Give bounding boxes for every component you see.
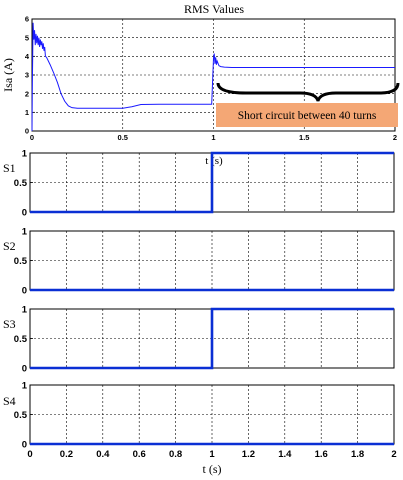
panel-s4: 0 0.5 1 0 0.2 0.4 0.6 0.8 1 1.2 1.4 1.6 1.8 2 S4 t (s… <box>3 380 397 476</box>
annotation-text: Short circuit between 40 turns <box>238 110 377 122</box>
xtick-label: 0.2 <box>60 449 73 460</box>
ytick-label: 0 <box>25 127 29 136</box>
ytick-label: 1 <box>22 226 28 237</box>
ytick-label: 6 <box>25 15 29 24</box>
panel-s2-ylabel: S2 <box>3 239 16 253</box>
ytick-label: 0.5 <box>14 334 28 345</box>
ytick-label: 0 <box>22 207 27 218</box>
ytick-label: 1 <box>22 380 28 391</box>
ytick-label: 5 <box>25 33 29 42</box>
series-isa-line <box>31 22 395 132</box>
xtick-label: 0 <box>27 449 32 460</box>
xtick-label: 1.2 <box>242 449 255 460</box>
ytick-label: 4 <box>25 52 30 61</box>
annotation-box <box>216 103 398 127</box>
xtick-label: 1 <box>209 449 215 460</box>
xtick-label: 0.8 <box>169 449 182 460</box>
xtick-label: 1.5 <box>299 133 309 142</box>
ytick-label: 3 <box>25 71 29 80</box>
ytick-label: 0.5 <box>14 256 28 267</box>
panel-s4-xlabel: t (s) <box>203 462 222 476</box>
ytick-label: 0 <box>22 363 27 374</box>
panel-s1: 0 0.5 1 S1 <box>3 148 395 218</box>
xtick-label: 2 <box>393 133 397 142</box>
ytick-label: 1 <box>25 108 29 117</box>
ytick-label: 0 <box>22 439 27 450</box>
xtick-label: 1 <box>211 133 215 142</box>
xtick-label: 1.4 <box>278 449 292 460</box>
panel-s3-ylabel: S3 <box>3 317 16 331</box>
panel-s4-grid <box>30 385 394 444</box>
ytick-label: 0.5 <box>14 410 28 421</box>
panel-s4-ylabel: S4 <box>3 394 16 408</box>
panel-s3: 0 0.5 1 S3 <box>3 304 395 374</box>
xtick-label: 2 <box>391 449 396 460</box>
xtick-label: 0.6 <box>133 449 146 460</box>
ytick-label: 1 <box>22 304 28 315</box>
panel-s1-ylabel: S1 <box>3 161 16 175</box>
chart-title: RMS Values <box>184 2 244 16</box>
series-s1-line <box>30 151 394 214</box>
ytick-label: 0.5 <box>14 178 28 189</box>
curly-brace <box>216 82 400 102</box>
panel-s2-grid <box>30 231 394 290</box>
xtick-label: 0 <box>30 133 34 142</box>
ytick-label: 1 <box>22 148 28 159</box>
ytick-label: 0 <box>22 285 27 296</box>
panel-rms-xlabel: t (s) <box>205 155 223 167</box>
panel-rms-ylabel: Isa (A) <box>1 58 15 92</box>
ytick-label: 2 <box>25 89 29 98</box>
xtick-label: 0.5 <box>118 133 128 142</box>
panel-s4-ticks: 0 0.5 1 0 0.2 0.4 0.6 0.8 1 1.2 1.4 1.6 1.8 2 <box>14 380 397 460</box>
panel-s2: 0 0.5 1 S2 <box>3 226 395 296</box>
series-s3-line <box>30 307 394 370</box>
xtick-label: 1.6 <box>315 449 328 460</box>
xtick-label: 1.8 <box>351 449 364 460</box>
xtick-label: 0.4 <box>96 449 110 460</box>
